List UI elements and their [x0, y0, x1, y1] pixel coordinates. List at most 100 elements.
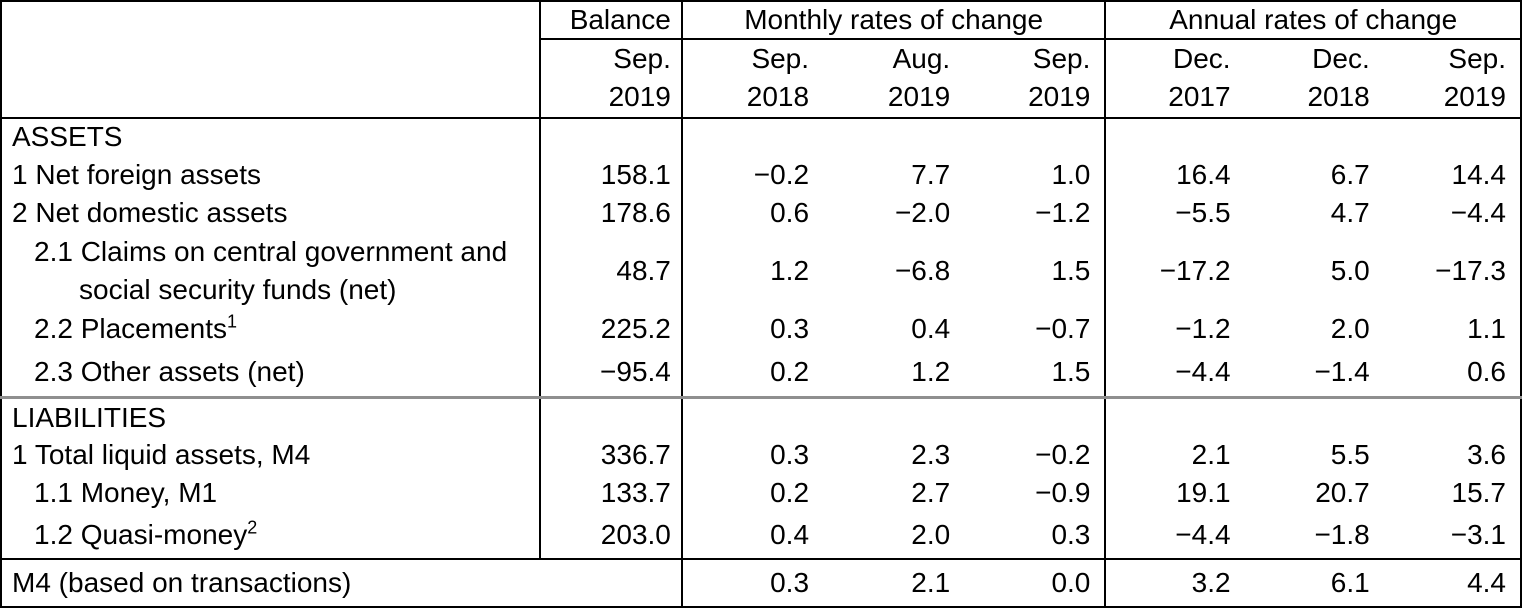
cell-annual-1: 16.4 [1176, 158, 1231, 190]
cell-annual-3: 3.6 [1467, 439, 1506, 471]
cell-annual-1: −1.2 [1175, 312, 1231, 344]
cell-annual-3: 14.4 [1451, 158, 1507, 190]
row-label-line2: social security funds (net) [79, 273, 397, 305]
cell-monthly-3: 1.5 [964, 347, 1107, 398]
cell-monthly-3: −1.2 [964, 193, 1107, 233]
cell-balance: 48.7 [539, 232, 683, 310]
cell-annual-2: 2.0 [1330, 312, 1370, 344]
cell-monthly-2: 1.2 [911, 356, 951, 388]
footnote-marker-1: 1 [227, 311, 238, 332]
period-year: 2019 [608, 81, 671, 113]
period-year: 2019 [887, 81, 951, 113]
cell-balance [539, 117, 683, 156]
cell-annual-2: −1.4 [1314, 356, 1370, 388]
period-year: 2018 [1307, 81, 1370, 113]
cell-monthly-1: 1.2 [770, 254, 810, 286]
cell-annual-2: 20.7 [1315, 477, 1370, 509]
cell-monthly-2: 2.7 [911, 477, 951, 509]
footnote-marker-2: 2 [247, 517, 258, 538]
section-label: LIABILITIES [1, 396, 541, 437]
row-label-line1: 2.1 Claims on central government and [34, 235, 508, 267]
row-label: 1 Net foreign assets [1, 155, 541, 194]
col-header-monthly-sep-2018: Sep. 2018 [681, 39, 824, 119]
row-other-assets: 2.3 Other assets (net) −95.4 0.2 1.2 1.5… [1, 347, 1521, 398]
cell-balance [539, 396, 683, 437]
cell-annual-2: −1.8 [1314, 519, 1370, 551]
cell-monthly-2: 2.0 [911, 519, 951, 551]
row-label: 2.2 Placements1 [1, 309, 541, 348]
cell-annual-3: −4.4 [1450, 197, 1506, 229]
cell-annual-1 [1105, 396, 1245, 437]
row-label-text: 2.2 Placements [34, 312, 227, 344]
period-year: 2019 [1443, 81, 1506, 113]
row-label: 1.1 Money, M1 [1, 474, 541, 513]
cell-annual-3 [1384, 118, 1521, 156]
row-liabilities-section: LIABILITIES [1, 396, 1521, 437]
period-month: Dec. [1312, 43, 1370, 75]
cell-balance: 203.0 [539, 512, 683, 559]
col-header-monthly-sep-2019: Sep. 2019 [964, 39, 1107, 119]
cell-annual-2: 5.0 [1330, 254, 1370, 286]
cell-monthly-1: 0.3 [770, 439, 810, 471]
cell-monthly-3: −0.7 [964, 309, 1107, 348]
row-total-liquid-assets: 1 Total liquid assets, M4 336.7 0.3 2.3 … [1, 436, 1521, 475]
row-m4-transactions: M4 (based on transactions) 0.3 2.1 0.0 3… [1, 557, 1521, 607]
cell-balance: 133.7 [539, 474, 683, 513]
col-group-monthly: Monthly rates of change [681, 1, 1107, 41]
row-label: 2.1 Claims on central government and soc… [1, 232, 541, 310]
cell-balance: 336.7 [539, 436, 683, 475]
row-label-text: 1.2 Quasi-money [34, 519, 248, 551]
row-label: 2.3 Other assets (net) [1, 347, 541, 398]
cell-annual-3 [1383, 396, 1521, 437]
col-header-annual-dec-2018: Dec. 2018 [1244, 39, 1384, 119]
cell-annual-1: 19.1 [1176, 477, 1231, 509]
cell-monthly-3: −0.9 [964, 474, 1107, 513]
cell-monthly-3: 0.3 [964, 512, 1107, 559]
cell-monthly-2: −2.0 [894, 197, 951, 229]
cell-annual-3: 1.1 [1467, 312, 1506, 344]
cell-monthly-1: −0.2 [753, 158, 810, 190]
header-row-periods: Sep. 2019 Sep. 2018 Aug. 2019 Sep. 2019 … [1, 39, 1521, 119]
cell-monthly-1 [681, 396, 824, 437]
cell-monthly-2: 2.3 [911, 439, 951, 471]
cell-annual-3: 0.6 [1467, 356, 1506, 388]
cell-balance: 158.1 [539, 155, 683, 194]
cell-monthly-3 [964, 396, 1107, 437]
col-header-monthly-aug-2019: Aug. 2019 [823, 39, 965, 119]
row-money-m1: 1.1 Money, M1 133.7 0.2 2.7 −0.9 19.1 20… [1, 474, 1521, 513]
cell-balance: −95.4 [539, 347, 683, 398]
period-year: 2017 [1168, 81, 1231, 113]
cell-balance: 178.6 [539, 193, 683, 233]
cell-monthly-1: 0.2 [770, 477, 810, 509]
col-header-annual-dec-2017: Dec. 2017 [1105, 39, 1245, 119]
cell-monthly-3: 0.0 [964, 557, 1107, 607]
cell-balance: 225.2 [539, 309, 683, 348]
col-group-annual: Annual rates of change [1105, 1, 1521, 41]
row-quasi-money: 1.2 Quasi-money2 203.0 0.4 2.0 0.3 −4.4 … [1, 512, 1521, 559]
row-label: 2 Net domestic assets [1, 193, 541, 233]
cell-monthly-1: 0.2 [770, 356, 810, 388]
cell-monthly-2 [823, 118, 964, 156]
period-month: Dec. [1172, 43, 1231, 75]
col-header-balance-sep-2019: Sep. 2019 [539, 39, 683, 119]
cell-monthly-2 [823, 396, 965, 437]
cell-annual-1: −4.4 [1175, 356, 1231, 388]
row-claims-central-government: 2.1 Claims on central government and soc… [1, 232, 1521, 310]
period-month: Sep. [1448, 43, 1506, 75]
period-month: Sep. [1032, 43, 1091, 75]
cell-monthly-3: 1.5 [964, 232, 1107, 310]
col-group-balance: Balance [539, 1, 683, 41]
cell-monthly-3: −0.2 [964, 436, 1107, 475]
cell-annual-3: 4.4 [1383, 557, 1521, 607]
cell-monthly-3 [964, 117, 1107, 156]
cell-annual-2 [1244, 396, 1384, 437]
header-row-groups: Balance Monthly rates of change Annual r… [1, 1, 1521, 119]
period-month: Aug. [892, 43, 951, 75]
cell-annual-2: 6.7 [1330, 158, 1370, 190]
cell-annual-1: 2.1 [1191, 439, 1231, 471]
row-assets-section: ASSETS [1, 117, 1521, 156]
cell-monthly-1: 0.3 [770, 312, 810, 344]
cell-annual-2: 6.1 [1244, 557, 1384, 607]
cell-annual-1 [1105, 118, 1244, 156]
